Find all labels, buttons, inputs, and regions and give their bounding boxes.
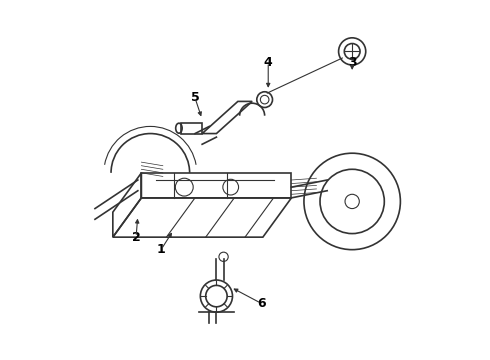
- Text: 1: 1: [157, 243, 166, 256]
- Text: 6: 6: [257, 297, 266, 310]
- Text: 2: 2: [132, 231, 141, 244]
- Text: 3: 3: [348, 55, 357, 69]
- Text: 5: 5: [191, 91, 199, 104]
- Text: 4: 4: [264, 55, 272, 69]
